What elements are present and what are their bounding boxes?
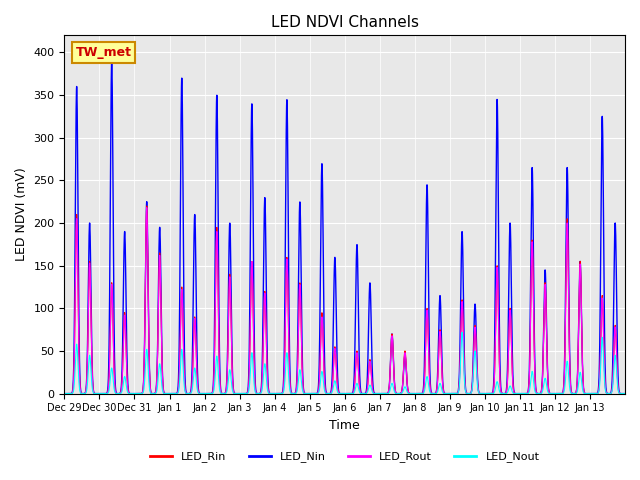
Y-axis label: LED NDVI (mV): LED NDVI (mV) [15, 168, 28, 261]
X-axis label: Time: Time [330, 419, 360, 432]
Title: LED NDVI Channels: LED NDVI Channels [271, 15, 419, 30]
Legend: LED_Rin, LED_Nin, LED_Rout, LED_Nout: LED_Rin, LED_Nin, LED_Rout, LED_Nout [145, 447, 544, 467]
Text: TW_met: TW_met [76, 46, 132, 59]
